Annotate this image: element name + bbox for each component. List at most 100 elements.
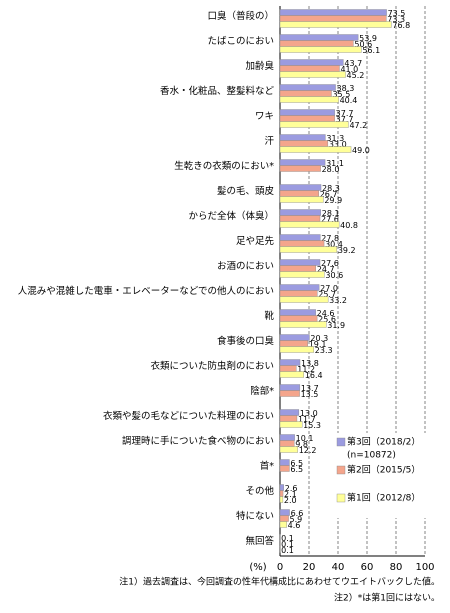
y-tick-label: 加齢臭 bbox=[245, 60, 274, 72]
bar bbox=[280, 191, 319, 197]
legend-swatch bbox=[337, 494, 345, 502]
x-tick-label: 80 bbox=[390, 562, 403, 573]
bar bbox=[280, 447, 298, 453]
bar bbox=[280, 22, 391, 28]
y-tick-label: 足や足先 bbox=[236, 235, 275, 247]
bar bbox=[280, 185, 321, 191]
value-label: 13.5 bbox=[301, 390, 319, 399]
bar bbox=[280, 422, 302, 428]
y-tick-label: 食事後の口臭 bbox=[217, 335, 275, 347]
x-axis-label: (%) bbox=[249, 562, 266, 573]
bar bbox=[280, 235, 320, 241]
y-tick-label: 衣類や髪の毛などについた料理のにおい bbox=[103, 410, 274, 422]
value-label: 28.0 bbox=[322, 165, 340, 174]
bar bbox=[280, 366, 296, 372]
bar bbox=[280, 522, 287, 528]
bar bbox=[280, 316, 317, 322]
y-tick-label: 口臭（普段の） bbox=[207, 10, 274, 22]
bar bbox=[280, 141, 328, 147]
x-tick-label: 20 bbox=[303, 562, 316, 573]
bar bbox=[280, 160, 325, 166]
y-tick-label: 特にない bbox=[236, 510, 274, 522]
y-tick-label: 靴 bbox=[264, 310, 274, 322]
bar bbox=[280, 385, 300, 391]
bar bbox=[280, 266, 316, 272]
bar bbox=[280, 441, 294, 447]
value-label: 33.2 bbox=[329, 296, 347, 305]
bar bbox=[280, 16, 386, 22]
value-label: 30.6 bbox=[325, 271, 343, 280]
value-label: 6.5 bbox=[290, 465, 303, 474]
bar bbox=[280, 97, 339, 103]
bar bbox=[280, 341, 308, 347]
value-label: 15.3 bbox=[303, 421, 321, 430]
x-tick-label: 0 bbox=[277, 562, 283, 573]
value-label: 29.9 bbox=[324, 196, 342, 205]
bar bbox=[280, 491, 283, 497]
bar bbox=[280, 10, 387, 16]
bar bbox=[280, 247, 337, 253]
bar bbox=[280, 147, 351, 153]
bar bbox=[280, 260, 320, 266]
value-label: 16.4 bbox=[305, 371, 323, 380]
y-tick-label: 無回答 bbox=[245, 535, 274, 547]
bar bbox=[280, 66, 339, 72]
y-tick-label: たばこのにおい bbox=[207, 36, 274, 47]
bar bbox=[280, 241, 324, 247]
value-label: 45.2 bbox=[347, 71, 365, 80]
bar bbox=[280, 210, 321, 216]
value-label: 47.2 bbox=[349, 121, 367, 130]
bar bbox=[280, 116, 335, 122]
x-tick-label: 60 bbox=[361, 562, 374, 573]
value-label: 56.1 bbox=[362, 46, 380, 55]
footnote: 注2）*は第1回にはない。 bbox=[334, 592, 440, 604]
y-tick-label: からだ全体（体臭） bbox=[188, 210, 274, 222]
bar bbox=[280, 197, 323, 203]
bar bbox=[280, 60, 343, 66]
bar bbox=[280, 410, 299, 416]
y-tick-label: 調理時に手についた食べ物のにおい bbox=[122, 435, 274, 447]
bar bbox=[280, 72, 346, 78]
x-tick-label: 40 bbox=[332, 562, 345, 573]
y-tick-label: 香水・化粧品、整髪料など bbox=[160, 85, 275, 97]
legend-note: (n=10872) bbox=[347, 451, 396, 461]
bar bbox=[280, 497, 283, 503]
bar bbox=[280, 35, 358, 41]
bar bbox=[280, 435, 295, 441]
bar bbox=[280, 291, 317, 297]
value-label: 49.0 bbox=[352, 146, 370, 155]
y-tick-label: 首* bbox=[260, 460, 275, 472]
value-label: 4.6 bbox=[288, 521, 301, 530]
bar bbox=[280, 322, 326, 328]
bar bbox=[280, 460, 289, 466]
value-label: 39.2 bbox=[338, 246, 356, 255]
y-tick-label: 人混みや混雑した電車・エレベーターなどでの他人のにおい bbox=[18, 285, 274, 297]
y-tick-label: 髪の毛、頭皮 bbox=[217, 185, 275, 197]
y-tick-label: その他 bbox=[245, 485, 274, 497]
bar bbox=[280, 510, 290, 516]
y-tick-label: ワキ bbox=[255, 111, 274, 122]
value-label: 23.3 bbox=[315, 346, 333, 355]
value-label: 76.8 bbox=[392, 21, 410, 30]
legend-label: 第3回（2018/2） bbox=[347, 436, 420, 448]
bar bbox=[280, 272, 324, 278]
bar bbox=[280, 297, 328, 303]
bar bbox=[280, 110, 335, 116]
bar bbox=[280, 91, 331, 97]
bar bbox=[280, 416, 297, 422]
bar bbox=[280, 310, 316, 316]
footnote: 注1）過去調査は、今回調査の性年代構成比にあわせてウエイトバックした値。 bbox=[119, 576, 440, 588]
bar bbox=[280, 466, 289, 472]
legend-label: 第2回（2015/5） bbox=[347, 464, 420, 476]
bar bbox=[280, 216, 320, 222]
value-label: 31.9 bbox=[327, 321, 345, 330]
bar bbox=[280, 222, 339, 228]
value-label: 40.8 bbox=[340, 221, 358, 230]
legend-swatch bbox=[337, 438, 345, 446]
value-label: 2.0 bbox=[284, 496, 297, 505]
bar bbox=[280, 41, 353, 47]
legend-swatch bbox=[337, 466, 345, 474]
value-label: 40.4 bbox=[340, 96, 358, 105]
bar bbox=[280, 285, 319, 291]
